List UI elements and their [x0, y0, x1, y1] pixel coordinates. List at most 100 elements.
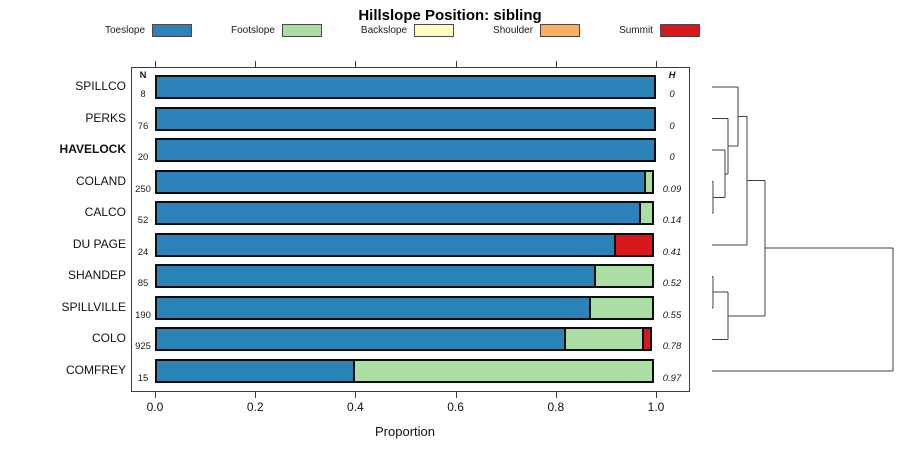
legend-item: Footslope	[231, 24, 322, 37]
plot-panel	[131, 67, 690, 392]
h-value: 0.09	[662, 183, 682, 195]
legend-swatch	[281, 24, 322, 37]
x-tick-label: 1.0	[647, 400, 665, 414]
h-value: 0.78	[662, 341, 682, 353]
h-value: 0.14	[662, 215, 682, 227]
n-value: 15	[137, 373, 149, 384]
row-label: SPILLCO	[75, 79, 126, 93]
bar-segment-footslope	[593, 264, 654, 289]
bar-segment-summit	[641, 327, 652, 352]
bar-segment-toeslope	[155, 327, 566, 352]
legend-label: Summit	[619, 25, 653, 36]
bottom-tick	[355, 392, 357, 398]
bar-segment-toeslope	[155, 232, 616, 257]
legend-swatch	[152, 24, 193, 37]
legend-item: Shoulder	[493, 24, 581, 37]
bottom-tick	[155, 392, 156, 398]
h-value: 0.52	[662, 278, 682, 290]
top-tick	[155, 61, 156, 67]
bar-segment-footslope	[563, 327, 644, 352]
stacked-bar	[155, 232, 654, 257]
bar-segment-toeslope	[155, 138, 656, 163]
n-value: 250	[135, 183, 151, 195]
legend-label: Shoulder	[493, 25, 534, 36]
bar-segment-footslope	[643, 169, 654, 194]
row-label: PERKS	[85, 110, 126, 125]
legend-item: Backslope	[360, 24, 455, 37]
h-value: 0.97	[662, 373, 682, 384]
bar-segment-footslope	[353, 359, 654, 383]
bar-segment-footslope	[588, 295, 654, 320]
dendrogram-lines	[712, 86, 894, 372]
x-tick-label: 0.8	[547, 400, 565, 414]
dendrogram	[712, 86, 894, 372]
x-tick-label: 0.4	[347, 400, 364, 414]
legend-label: Toeslope	[105, 25, 146, 36]
legend-item: Summit	[619, 24, 700, 37]
stacked-bar	[155, 106, 656, 131]
h-value: 0	[669, 120, 675, 132]
n-value: 85	[137, 278, 149, 290]
bar-segment-toeslope	[155, 201, 641, 226]
stacked-bar	[155, 75, 656, 99]
stacked-bar	[155, 201, 654, 226]
row-label: COMFREY	[66, 363, 126, 377]
row-label: HAVELOCK	[59, 142, 126, 157]
n-value: 76	[137, 120, 149, 132]
bottom-tick	[555, 392, 557, 398]
n-column-header: N	[139, 70, 147, 81]
n-value: 24	[137, 246, 149, 258]
n-value: 190	[135, 309, 151, 321]
h-value: 0.55	[662, 309, 682, 321]
h-value: 0	[669, 152, 675, 164]
x-tick-label: 0.2	[246, 400, 264, 414]
top-tick	[555, 61, 557, 67]
x-tick-label: 0.6	[447, 400, 464, 414]
x-axis-title: Proportion	[375, 424, 435, 439]
bar-segment-footslope	[638, 201, 654, 226]
stacked-bar	[155, 138, 656, 163]
n-value: 925	[135, 341, 151, 353]
bar-segment-toeslope	[155, 359, 356, 383]
legend-swatch	[659, 24, 700, 37]
h-column-header: H	[668, 70, 676, 81]
top-tick	[255, 61, 257, 67]
stacked-bar	[155, 169, 654, 194]
row-label: COLAND	[75, 173, 126, 188]
stacked-bar	[155, 327, 652, 352]
bar-segment-summit	[613, 232, 654, 257]
bar-segment-toeslope	[155, 75, 656, 99]
legend-swatch	[414, 24, 455, 37]
row-label: COLO	[91, 331, 126, 346]
legend-item: Toeslope	[105, 24, 193, 37]
top-tick	[455, 61, 457, 67]
row-label: SHANDEP	[67, 268, 126, 283]
bar-segment-toeslope	[155, 295, 591, 320]
top-tick	[656, 61, 657, 67]
row-label: DU PAGE	[72, 236, 126, 251]
n-value: 8	[140, 89, 146, 100]
stacked-bar	[155, 295, 654, 320]
legend-swatch	[540, 24, 581, 37]
bottom-tick	[255, 392, 257, 398]
stacked-bar	[155, 359, 654, 383]
row-label: SPILLVILLE	[61, 299, 127, 314]
legend-label: Footslope	[231, 25, 275, 36]
n-value: 52	[137, 215, 149, 227]
h-value: 0	[669, 89, 675, 100]
h-value: 0.41	[662, 246, 682, 258]
bottom-tick	[455, 392, 457, 398]
n-value: 20	[137, 152, 149, 164]
bar-segment-toeslope	[155, 169, 646, 194]
legend: Toeslope Footslope Backslope Shoulder Summit	[105, 24, 700, 37]
bar-segment-toeslope	[155, 264, 596, 289]
bottom-tick	[656, 392, 657, 398]
x-tick-label: 0.0	[146, 400, 164, 414]
top-tick	[355, 61, 357, 67]
bar-segment-toeslope	[155, 106, 656, 131]
chart-title: Hillslope Position: sibling	[358, 7, 542, 24]
legend-label: Backslope	[360, 25, 408, 36]
stacked-bar	[155, 264, 654, 289]
row-label: CALCO	[84, 205, 126, 220]
